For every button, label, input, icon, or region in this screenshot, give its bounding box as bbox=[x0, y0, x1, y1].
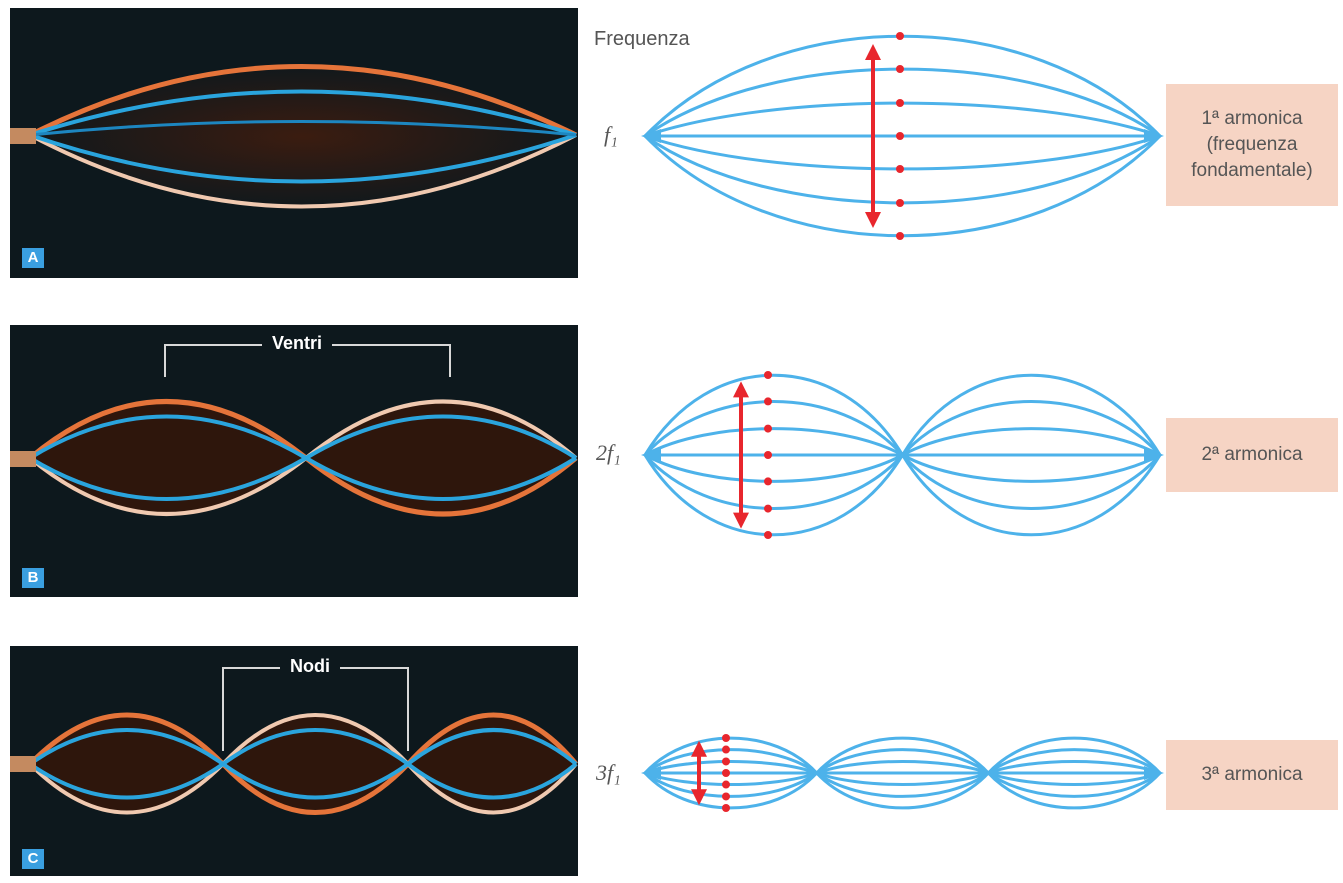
string-line-2-6 bbox=[643, 452, 1162, 537]
photo-panel-a: A bbox=[10, 8, 578, 278]
string-end-left bbox=[641, 129, 661, 143]
string-line-1-2 bbox=[644, 101, 1161, 138]
string-line-3-0 bbox=[643, 736, 1162, 776]
arrow-head-up bbox=[691, 740, 707, 757]
amplitude-dot-1-4 bbox=[896, 165, 904, 173]
amplitude-dot-1-6 bbox=[896, 232, 904, 240]
harmonic-label-2-line1: 2ª armonica bbox=[1201, 444, 1303, 465]
standing-wave-photo-c bbox=[10, 667, 578, 815]
panel-badge-c: C bbox=[22, 849, 44, 869]
amplitude-dot-3-6 bbox=[722, 804, 730, 812]
amplitude-dot-2-1 bbox=[764, 397, 772, 406]
string-line-3-1 bbox=[644, 748, 1161, 775]
string-line-2-0 bbox=[643, 373, 1162, 458]
string-line-3-5 bbox=[644, 771, 1161, 798]
standing-wave-photo-a bbox=[10, 64, 578, 209]
string-line-2-1 bbox=[643, 400, 1162, 458]
string-line-1-6 bbox=[643, 134, 1162, 238]
amplitude-dot-1-3 bbox=[896, 132, 904, 140]
string-end-right bbox=[1144, 129, 1164, 143]
frequency-label-1: f₁ bbox=[604, 122, 618, 147]
harmonic-label-1-line1: 1ª armonica bbox=[1201, 108, 1303, 129]
amplitude-dot-2-4 bbox=[764, 477, 772, 486]
string-end-left bbox=[641, 448, 661, 462]
amplitude-dot-2-6 bbox=[764, 531, 772, 539]
arrow-head-up bbox=[733, 381, 749, 398]
harmonic-label-2: 2ª armonica bbox=[1166, 418, 1338, 492]
harmonic-label-1: 1ª armonica (frequenza fondamentale) bbox=[1166, 84, 1338, 206]
amplitude-dot-1-0 bbox=[896, 32, 904, 40]
amplitude-dot-1-2 bbox=[896, 99, 904, 107]
amplitude-dot-3-1 bbox=[722, 745, 730, 754]
string-line-3-6 bbox=[643, 770, 1162, 810]
photo-panel-c: Nodi C bbox=[10, 646, 578, 876]
frequency-heading: Frequenza bbox=[594, 28, 690, 50]
amplitude-dot-2-0 bbox=[764, 371, 772, 379]
standing-wave-photo-b bbox=[10, 344, 578, 517]
nodes-label: Nodi bbox=[280, 656, 340, 677]
string-end-left bbox=[641, 766, 661, 780]
string-line-2-5 bbox=[643, 452, 1162, 510]
string-line-2-4 bbox=[644, 453, 1161, 483]
amplitude-dot-1-5 bbox=[896, 199, 904, 207]
arrow-head-down bbox=[691, 789, 707, 806]
panel-badge-a: A bbox=[22, 248, 44, 268]
photo-panel-b: Ventri B bbox=[10, 325, 578, 597]
harmonic-label-3: 3ª armonica bbox=[1166, 740, 1338, 810]
string-line-3-2 bbox=[644, 759, 1161, 775]
amplitude-dot-1-1 bbox=[896, 65, 904, 73]
string-line-2-2 bbox=[644, 427, 1161, 457]
harmonic-label-3-line1: 3ª armonica bbox=[1201, 764, 1303, 785]
arrow-head-down bbox=[865, 212, 881, 228]
string-end-right bbox=[1144, 448, 1164, 462]
amplitude-dot-3-4 bbox=[722, 780, 730, 789]
arrow-head-down bbox=[733, 512, 749, 529]
panel-badge-b: B bbox=[22, 568, 44, 588]
string-line-1-4 bbox=[644, 134, 1161, 171]
string-line-1-0 bbox=[643, 34, 1162, 138]
antinodes-label: Ventri bbox=[262, 333, 333, 354]
arrow-head-up bbox=[865, 44, 881, 60]
string-line-3-4 bbox=[644, 771, 1161, 787]
amplitude-dot-3-5 bbox=[722, 792, 730, 801]
amplitude-dot-3-3 bbox=[722, 769, 730, 777]
amplitude-dot-2-3 bbox=[764, 451, 772, 459]
amplitude-dot-3-0 bbox=[722, 734, 730, 742]
frequency-label-2: 2f₁ bbox=[596, 440, 621, 465]
amplitude-dot-2-5 bbox=[764, 504, 772, 513]
frequency-label-3: 3f₁ bbox=[596, 760, 621, 785]
amplitude-dot-2-2 bbox=[764, 424, 772, 433]
string-end-right bbox=[1144, 766, 1164, 780]
amplitude-dot-3-2 bbox=[722, 757, 730, 766]
harmonic-label-1-line3: fondamentale) bbox=[1191, 160, 1313, 181]
harmonic-label-1-line2: (frequenza bbox=[1206, 134, 1298, 155]
